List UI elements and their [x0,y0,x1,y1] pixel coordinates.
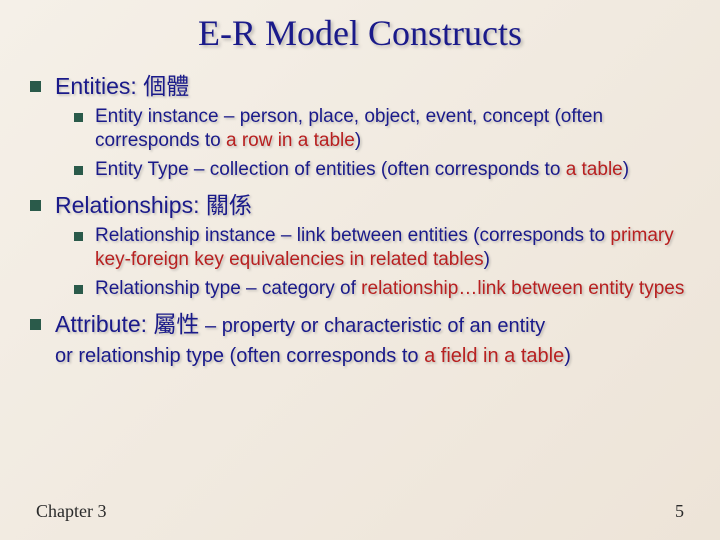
footer-chapter: Chapter 3 [36,501,106,522]
relationships-subs: Relationship instance – link between ent… [74,224,690,302]
relationships-label: Relationships: 關係 [55,191,252,220]
bullet-relationships: Relationships: 關係 [30,191,690,220]
square-bullet-icon [30,200,41,211]
square-bullet-icon [30,81,41,92]
footer-page-number: 5 [675,501,684,522]
sub-bullet: Relationship instance – link between ent… [74,224,690,273]
relationship-instance-text: Relationship instance – link between ent… [95,224,690,273]
slide-footer: Chapter 3 5 [36,501,684,522]
sub-bullet: Entity instance – person, place, object,… [74,105,690,154]
attribute-continuation: or relationship type (often corresponds … [55,343,690,369]
sub-bullet: Relationship type – category of relation… [74,277,690,302]
entities-label: Entities: 個體 [55,72,189,101]
highlight-text: a field in a table [424,345,564,367]
highlight-text: relationship…link between entity types [361,278,684,299]
highlight-text: a row in a table [226,130,355,151]
entity-type-text: Entity Type – collection of entities (of… [95,158,629,183]
slide-container: E-R Model Constructs Entities: 個體 Entity… [0,0,720,540]
entities-subs: Entity instance – person, place, object,… [74,105,690,183]
highlight-text: a table [566,159,623,180]
relationship-type-text: Relationship type – category of relation… [95,277,684,302]
slide-title: E-R Model Constructs [30,12,690,54]
bullet-attribute: Attribute: 屬性 – property or characterist… [30,310,690,339]
bullet-entities: Entities: 個體 [30,72,690,101]
square-bullet-icon [74,232,83,241]
square-bullet-icon [30,319,41,330]
entity-instance-text: Entity instance – person, place, object,… [95,105,690,154]
square-bullet-icon [74,285,83,294]
sub-bullet: Entity Type – collection of entities (of… [74,158,690,183]
square-bullet-icon [74,113,83,122]
square-bullet-icon [74,166,83,175]
attribute-label: Attribute: 屬性 – property or characterist… [55,310,545,339]
